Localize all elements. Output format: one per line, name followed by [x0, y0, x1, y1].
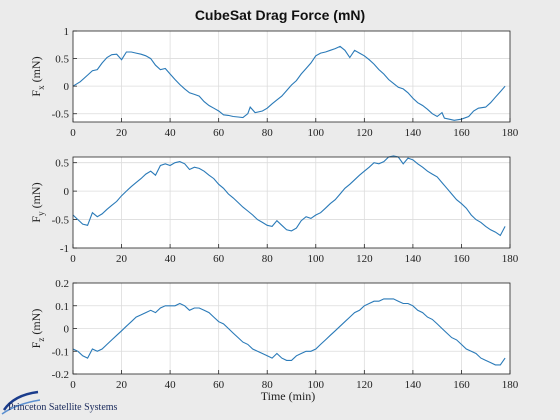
- y-tick-label: -1: [60, 243, 69, 255]
- y-label-main: F: [29, 90, 43, 97]
- x-tick-label: 80: [262, 253, 274, 265]
- x-tick-label: 160: [453, 127, 470, 139]
- subplot-2: 0 20 40 60 80 100 120 140 160 180 -1 -0.5 0 0.5 Fy (mN…: [29, 155, 519, 265]
- plot-area: [73, 31, 510, 122]
- y-tick-label: 1: [64, 26, 70, 38]
- x-tick-label: 80: [262, 379, 274, 391]
- x-tick-label: 180: [502, 253, 519, 265]
- x-tick-label: 60: [213, 379, 225, 391]
- y-label-unit: (mN): [29, 309, 43, 338]
- axes-box: [72, 156, 511, 249]
- company-logo: Princeton Satellite Systems: [1, 390, 118, 415]
- x-tick-label: 40: [165, 253, 177, 265]
- y-tick-label: 0: [64, 81, 70, 93]
- x-tick-label: 0: [70, 127, 76, 139]
- x-tick-label: 40: [165, 127, 177, 139]
- series-line: [72, 155, 506, 237]
- x-tick-label: 20: [116, 379, 128, 391]
- series-line: [72, 298, 506, 366]
- x-tick-label: 140: [405, 379, 422, 391]
- x-tick-label: 120: [356, 127, 373, 139]
- chart-title: CubeSat Drag Force (mN): [195, 7, 365, 23]
- y-tick-label: 0: [64, 324, 70, 336]
- y-label-unit: (mN): [29, 56, 43, 85]
- x-tick-label: 60: [213, 127, 225, 139]
- x-tick-label: 80: [262, 127, 274, 139]
- axes-box: [72, 30, 511, 123]
- y-axis-label: Fy (mN): [29, 182, 46, 222]
- x-tick-label: 40: [165, 379, 177, 391]
- x-tick-label: 100: [308, 253, 325, 265]
- x-tick-label: 160: [453, 379, 470, 391]
- y-label-main: F: [29, 216, 43, 223]
- y-label-main: F: [29, 341, 43, 348]
- y-tick-label: 0: [64, 186, 70, 198]
- x-tick-label: 60: [213, 253, 225, 265]
- y-tick-label: 0.2: [55, 278, 69, 290]
- y-axis-label: Fz (mN): [29, 309, 46, 349]
- y-tick-label: -0.1: [52, 346, 69, 358]
- logo-swoosh-icon: [1, 390, 41, 415]
- x-tick-label: 0: [70, 379, 76, 391]
- x-tick-label: 160: [453, 253, 470, 265]
- x-tick-label: 180: [502, 127, 519, 139]
- x-axis-label: Time (min): [261, 389, 316, 403]
- y-label-subscript: y: [36, 211, 46, 216]
- y-axis-label: Fx (mN): [29, 56, 46, 96]
- x-tick-label: 0: [70, 253, 76, 265]
- subplot-3: 0 20 40 60 80 100 120 140 160 180 -0.2 -0.1 0 0.1 0.2 F…: [29, 278, 519, 391]
- series-line: [72, 45, 506, 121]
- y-tick-label: 0.5: [55, 158, 69, 170]
- y-tick-label: 0.1: [55, 301, 69, 313]
- x-tick-label: 120: [356, 379, 373, 391]
- logo-text: Princeton Satellite Systems: [8, 402, 118, 413]
- x-tick-label: 140: [405, 253, 422, 265]
- y-label-subscript: x: [36, 85, 46, 90]
- x-tick-label: 100: [308, 127, 325, 139]
- y-label-subscript: z: [36, 338, 46, 342]
- y-tick-label: -0.2: [52, 369, 69, 381]
- plot-area: [73, 157, 510, 248]
- x-tick-label: 120: [356, 253, 373, 265]
- y-tick-label: -0.5: [52, 215, 70, 227]
- x-tick-label: 180: [502, 379, 519, 391]
- x-tick-label: 140: [405, 127, 422, 139]
- x-tick-label: 100: [308, 379, 325, 391]
- y-label-unit: (mN): [29, 182, 43, 211]
- x-tick-label: 20: [116, 253, 128, 265]
- y-tick-label: 0.5: [55, 54, 69, 66]
- y-tick-label: -0.5: [52, 109, 70, 121]
- x-tick-label: 20: [116, 127, 128, 139]
